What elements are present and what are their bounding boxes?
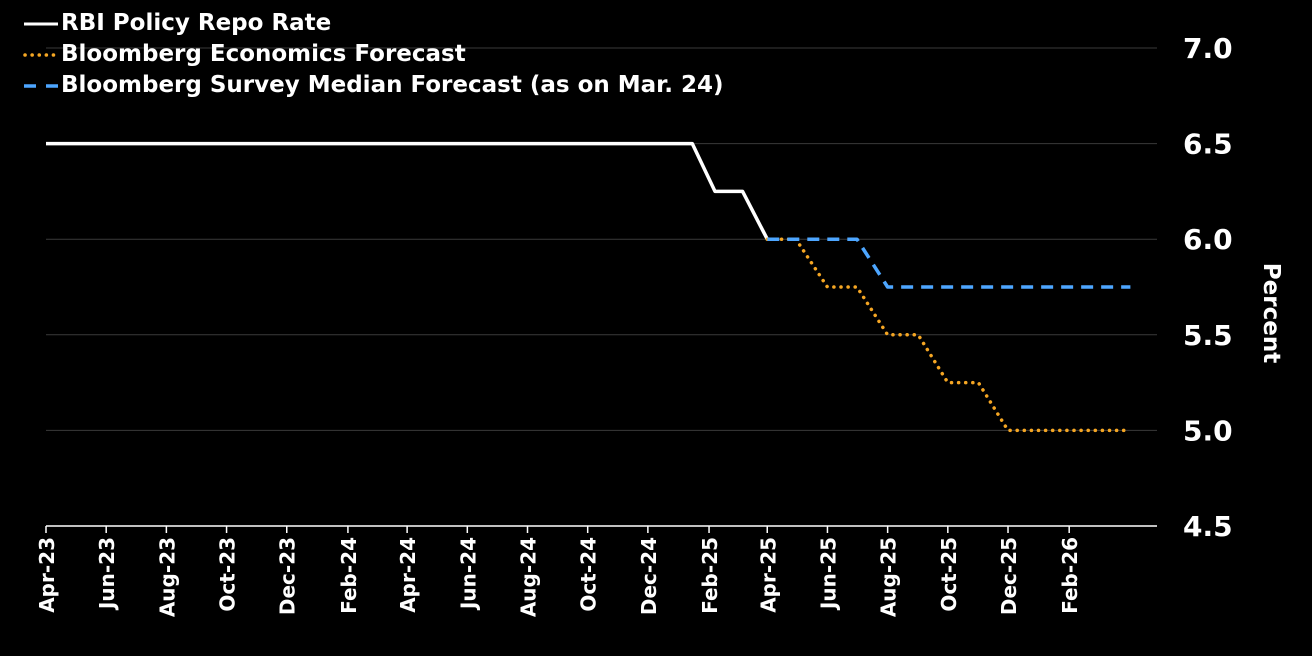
y-tick-label: 6.5 — [1183, 128, 1233, 161]
gridlines — [46, 47, 1157, 431]
x-tick-label: Dec-24 — [637, 537, 661, 615]
x-tick-label: Apr-24 — [396, 537, 420, 613]
x-tick-label: Jun-25 — [816, 537, 840, 611]
x-tick-label: Apr-25 — [756, 537, 780, 613]
series-line-1 — [46, 141, 769, 241]
x-tick-label: Dec-25 — [997, 537, 1021, 615]
y-axis: 7.0 6.5 6.0 5.5 5.0 4.5 — [1183, 32, 1233, 543]
x-tick-label: Aug-25 — [877, 537, 901, 617]
x-tick-label: Aug-24 — [516, 537, 540, 617]
x-tick-label: Apr-23 — [35, 537, 59, 613]
x-tick-label: Oct-23 — [216, 537, 240, 612]
legend: RBI Policy Repo Rate Bloomberg Economics… — [22, 8, 724, 101]
legend-item-survey-median: Bloomberg Survey Median Forecast (as on … — [22, 70, 724, 101]
x-tick-label: Dec-23 — [276, 537, 300, 615]
series-line-2 — [765, 237, 1130, 433]
x-axis: Apr-23 Jun-23 Aug-23 Oct-23 Dec-23 Feb-24 Apr-… — [35, 525, 1157, 617]
legend-label: Bloomberg Survey Median Forecast (as on … — [61, 72, 724, 98]
series-line-3 — [767, 237, 1131, 289]
y-tick-label: 5.0 — [1183, 414, 1233, 447]
y-tick-label: 5.5 — [1183, 319, 1233, 352]
legend-swatch-dashed — [24, 83, 58, 88]
series-lines — [46, 141, 1131, 433]
y-axis-label: Percent — [1258, 263, 1284, 363]
x-tick-label: Feb-24 — [337, 537, 361, 614]
x-tick-label: Jun-24 — [456, 537, 480, 611]
y-tick-label: 6.0 — [1183, 223, 1233, 256]
y-tick-label: 7.0 — [1183, 32, 1233, 65]
legend-item-economics-forecast: Bloomberg Economics Forecast — [22, 39, 724, 70]
x-tick-label: Aug-23 — [155, 537, 179, 617]
x-tick-label: Jun-23 — [95, 537, 119, 611]
legend-label: RBI Policy Repo Rate — [61, 10, 332, 36]
x-tick-label: Oct-25 — [937, 537, 961, 612]
x-tick-label: Feb-26 — [1058, 537, 1082, 614]
legend-item-repo-rate: RBI Policy Repo Rate — [22, 8, 724, 39]
legend-label: Bloomberg Economics Forecast — [61, 41, 466, 67]
legend-swatch-solid — [24, 22, 58, 25]
legend-swatch-dotted — [23, 52, 60, 57]
x-tick-label: Oct-24 — [577, 537, 601, 612]
x-tick-label: Feb-25 — [698, 537, 722, 614]
y-tick-label: 4.5 — [1183, 510, 1233, 543]
